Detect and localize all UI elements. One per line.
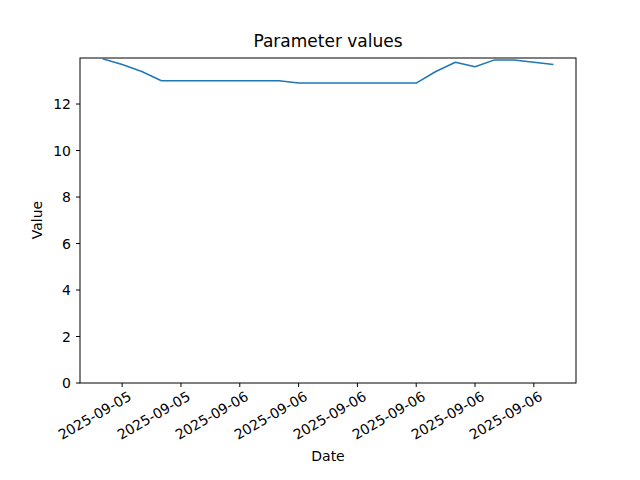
x-axis-label: Date [80, 448, 576, 464]
y-tick-label: 2 [62, 330, 71, 344]
y-axis-label: Value [29, 201, 45, 239]
y-tick-label: 6 [62, 237, 71, 251]
chart-title: Parameter values [80, 31, 576, 51]
y-tick-label: 8 [62, 190, 71, 204]
y-tick-label: 4 [62, 283, 71, 297]
data-line-series [103, 59, 554, 83]
y-tick-label: 12 [53, 97, 71, 111]
x-tick-marks [122, 383, 534, 387]
y-tick-label: 10 [53, 144, 71, 158]
axes-frame [80, 58, 576, 383]
figure-canvas: Parameter values Date Value 024681012 20… [0, 0, 640, 480]
y-tick-label: 0 [62, 376, 71, 390]
y-tick-marks [76, 104, 80, 383]
